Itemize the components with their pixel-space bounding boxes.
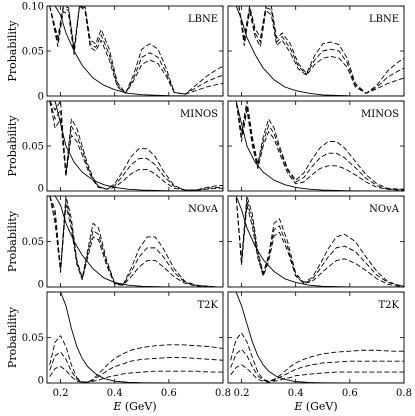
series-line-dashed-2 — [49, 196, 223, 287]
series-line-dashed-1 — [230, 332, 404, 382]
series-group — [230, 196, 404, 287]
series-line-dashed-3 — [230, 196, 404, 287]
x-axis-title: E (GeV) — [293, 400, 337, 412]
series-line-solid — [230, 196, 404, 287]
y-tick-label: 0.05 — [22, 237, 44, 248]
series-line-dashed-1 — [230, 101, 404, 190]
x-tick-label: 0.6 — [161, 388, 177, 399]
panel-label: T2K — [378, 300, 399, 311]
series-line-dashed-3 — [230, 101, 404, 191]
y-tick-label: 0.10 — [22, 2, 44, 13]
panel-label: NOvA — [188, 204, 219, 215]
panel-label: LBNE — [188, 14, 218, 25]
series-line-dashed-3 — [230, 364, 404, 383]
x-axis-symbol: E — [112, 400, 121, 412]
x-tick-label: 0.2 — [234, 388, 250, 399]
series-group — [230, 6, 404, 96]
y-axis-title: Probability — [6, 210, 19, 272]
panel-label: LBNE — [369, 14, 399, 25]
y-tick-label: 0.05 — [22, 47, 44, 58]
x-tick-label: 0.8 — [396, 388, 412, 399]
panel-label: MINOS — [180, 109, 218, 120]
x-tick-label: 0.4 — [107, 388, 123, 399]
series-group — [49, 101, 223, 191]
series-line-dashed-1 — [49, 6, 223, 95]
y-axis-title: Probability — [6, 115, 19, 177]
series-line-dashed-2 — [49, 101, 223, 191]
y-axis-title: Probability — [6, 306, 19, 368]
series-line-dashed-3 — [49, 6, 223, 95]
series-line-dashed-3 — [49, 196, 223, 287]
series-group — [49, 292, 223, 383]
series-line-dashed-1 — [230, 196, 404, 287]
y-tick-label: 0.05 — [22, 333, 44, 344]
series-line-dashed-3 — [230, 6, 404, 94]
x-tick-label: 0.4 — [288, 388, 304, 399]
panel-label: NOvA — [369, 204, 400, 215]
series-line-dashed-1 — [49, 335, 223, 383]
series-line-dashed-3 — [49, 101, 223, 191]
panel-lbne-2: LBNE — [227, 5, 405, 97]
series-group — [49, 6, 223, 96]
y-tick-label: 0 — [38, 92, 44, 103]
series-line-dashed-2 — [230, 196, 404, 287]
series-line-dashed-3 — [49, 366, 223, 383]
y-tick-label: 0 — [38, 184, 44, 195]
series-line-solid — [230, 6, 404, 96]
x-axis-symbol: E — [293, 400, 302, 412]
panel-minos-2: MINOS — [227, 100, 405, 192]
series-line-solid — [49, 196, 223, 287]
x-tick-label: 0.2 — [53, 388, 69, 399]
series-line-solid — [49, 292, 223, 383]
x-tick-label: 0.6 — [342, 388, 358, 399]
series-line-solid — [230, 101, 404, 191]
panel-nova-2: NOvA — [227, 195, 405, 288]
series-line-solid — [230, 292, 404, 383]
panel-label: T2K — [197, 300, 218, 311]
x-tick-label: 0.8 — [215, 388, 231, 399]
panel-label: MINOS — [361, 109, 399, 120]
y-tick-label: 0 — [38, 376, 44, 387]
x-axis-title: E (GeV) — [112, 400, 156, 412]
series-line-dashed-2 — [230, 348, 404, 382]
y-axis-title: Probability — [6, 20, 19, 82]
x-axis-unit: (GeV) — [121, 400, 156, 412]
y-tick-label: 0 — [38, 280, 44, 291]
series-line-dashed-2 — [49, 351, 223, 383]
panel-t2k-2: T2K 0.2 0.4 0.6 0.8 E (GeV) — [227, 291, 412, 413]
series-group — [230, 101, 404, 191]
x-axis-unit: (GeV) — [302, 400, 337, 412]
series-line-dashed-2 — [230, 101, 404, 190]
series-group — [230, 292, 404, 383]
y-tick-label: 0.05 — [22, 142, 44, 153]
series-group — [49, 196, 223, 287]
